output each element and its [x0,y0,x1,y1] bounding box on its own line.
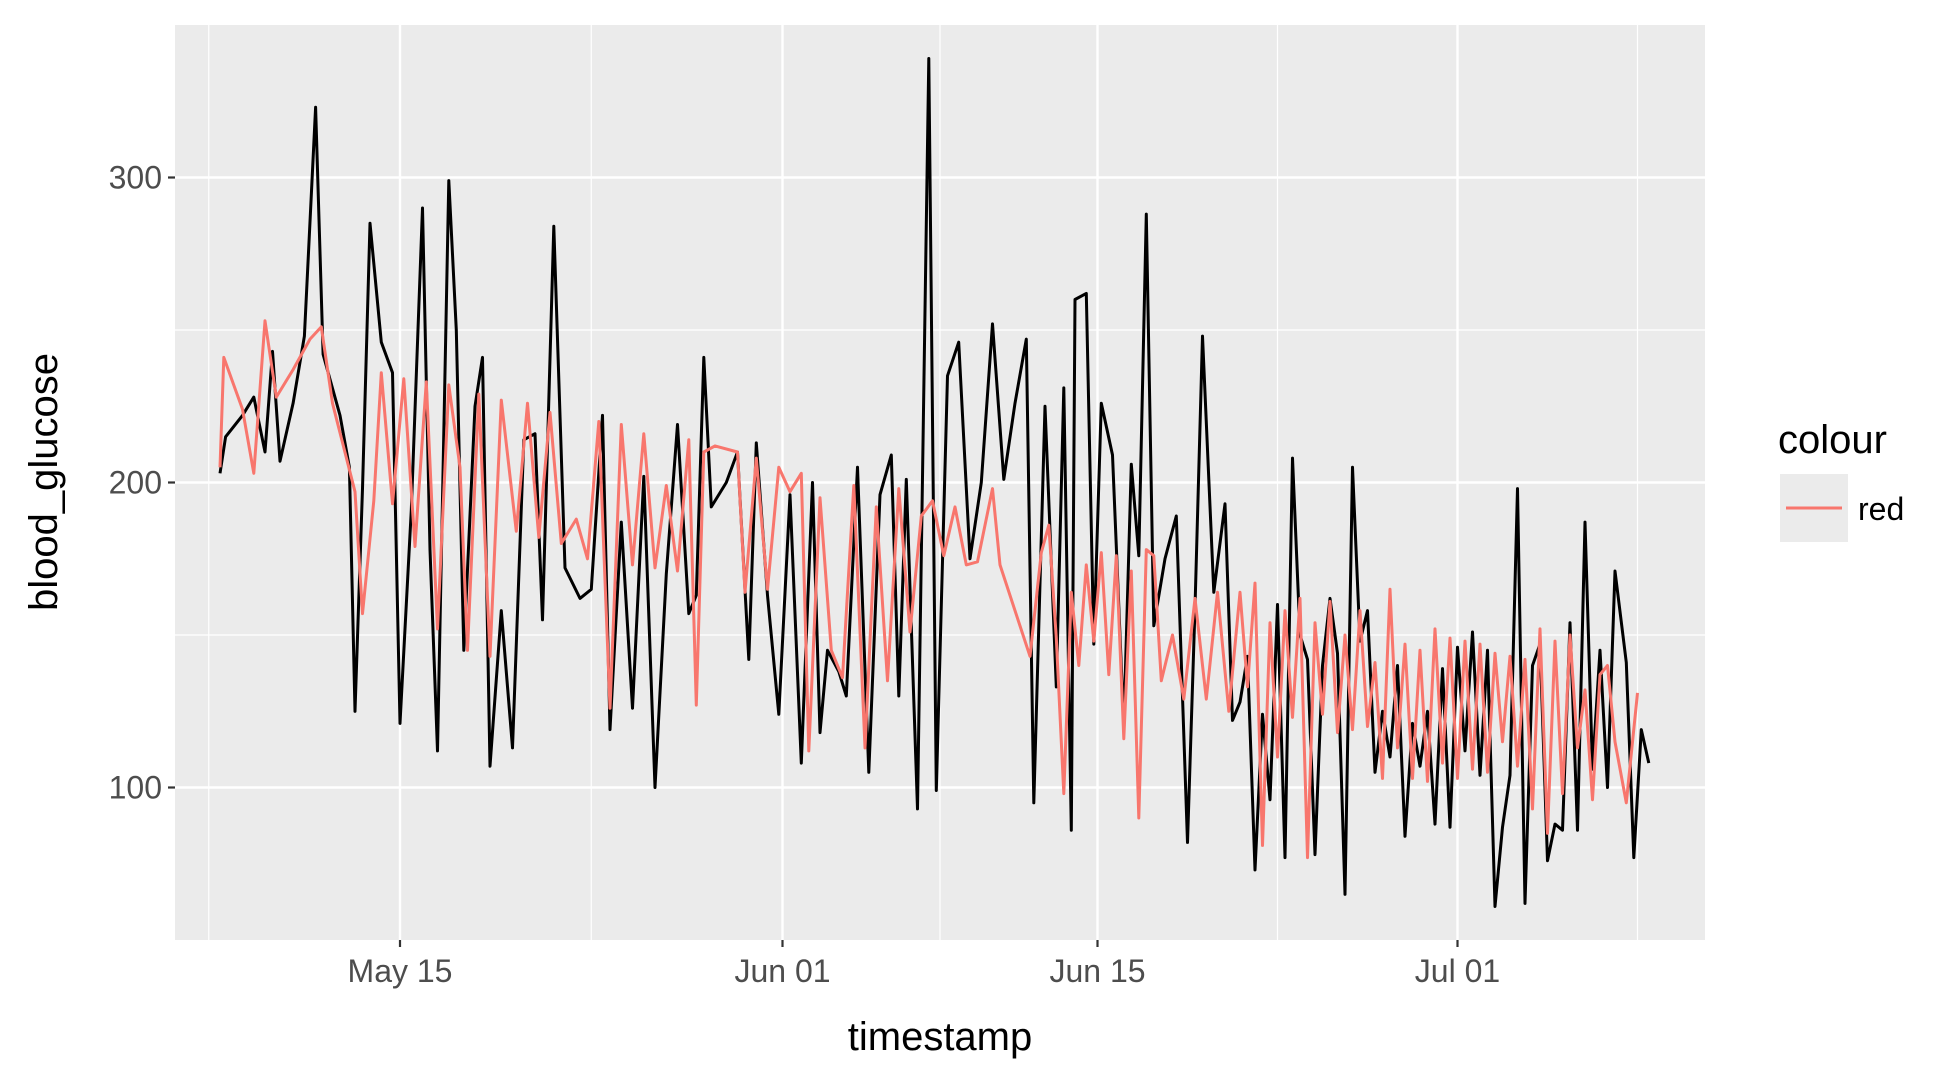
y-axis: 100 200 300 [109,160,175,806]
x-tick-label: Jun 15 [1049,953,1145,989]
series-line-series-1 [218,57,1651,908]
y-tick-label: 100 [109,770,162,806]
y-tick-label: 300 [109,160,162,196]
legend: colour red [1778,418,1904,542]
x-tick-label: Jul 01 [1415,953,1500,989]
legend-title: colour [1778,418,1887,462]
legend-label-red: red [1858,491,1904,527]
x-tick-label: Jun 01 [734,953,830,989]
y-tick-label: 200 [109,465,162,501]
series-layer [218,57,1651,908]
x-tick-label: May 15 [348,953,453,989]
y-axis-title: blood_glucose [22,353,66,611]
x-axis-title: timestamp [848,1015,1033,1059]
series-line-red [218,319,1639,860]
x-axis: May 15 Jun 01 Jun 15 Jul 01 [348,940,1500,989]
